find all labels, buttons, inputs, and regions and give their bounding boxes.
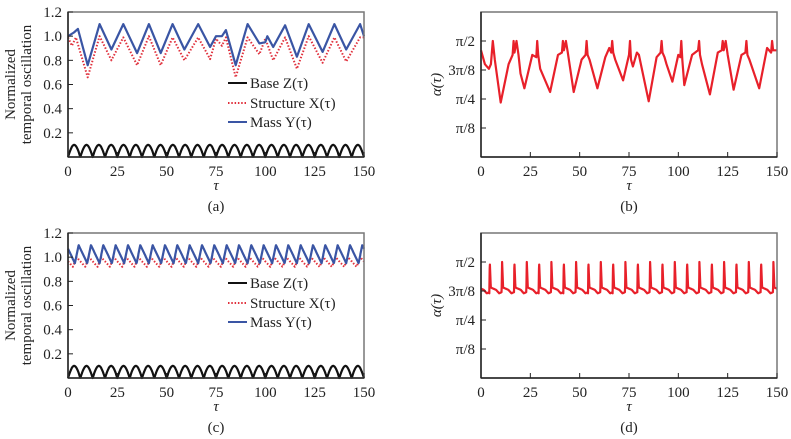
- legend-label: Mass Y(τ): [250, 115, 312, 131]
- x-tick-label: 75: [622, 385, 637, 401]
- x-axis-label: τ: [626, 399, 632, 415]
- y-tick-label: π/8: [456, 342, 475, 358]
- y-tick-label: 1.2: [43, 226, 62, 242]
- series-line-structure: [67, 35, 364, 79]
- x-tick-label: 50: [159, 164, 174, 180]
- x-tick-label: 75: [209, 164, 224, 180]
- y-tick-label: 0.6: [43, 299, 62, 315]
- y-tick-label: π/8: [456, 121, 475, 137]
- x-tick-label: 50: [159, 385, 174, 401]
- panel-caption: (b): [620, 199, 638, 215]
- series-line-structure: [67, 256, 365, 268]
- y-tick-label: 3π/8: [448, 63, 475, 79]
- legend: Base Z(τ) Structure X(τ) Mass Y(τ): [228, 76, 336, 131]
- panel-d: 0 25 50 75 100 125 150 π/8 π/4 3π/8 π/2 τ (d) α(τ): [429, 232, 789, 436]
- series-group: [479, 39, 777, 104]
- legend-label: Structure X(τ): [250, 296, 336, 312]
- series-group: [480, 260, 778, 295]
- x-tick-label: 25: [523, 385, 538, 401]
- panel-caption: (a): [208, 199, 225, 215]
- x-axis-label: τ: [213, 399, 219, 415]
- x-tick-label: 100: [667, 385, 690, 401]
- x-tick-label: 125: [716, 385, 739, 401]
- series-line-mass: [67, 244, 365, 265]
- y-tick-label: 0.4: [43, 102, 62, 118]
- x-tick-label: 25: [110, 164, 125, 180]
- x-axis-label: τ: [626, 178, 632, 194]
- x-tick-label: 75: [622, 164, 637, 180]
- x-tick-label: 150: [766, 164, 789, 180]
- x-tick-label: 75: [209, 385, 224, 401]
- series-line-: [479, 39, 777, 104]
- x-tick-label: 25: [523, 164, 538, 180]
- panel-b: 0 25 50 75 100 125 150 π/8 π/4 3π/8 π/2 τ (b) α(τ): [429, 11, 789, 215]
- panel-caption: (d): [620, 420, 638, 436]
- x-tick-label: 100: [254, 385, 277, 401]
- y-tick-label: π/2: [456, 34, 475, 50]
- x-tick-label: 150: [766, 385, 789, 401]
- y-tick-label: 0.4: [43, 323, 62, 339]
- series-line-: [480, 260, 778, 295]
- y-tick-label: 0.2: [43, 347, 62, 363]
- y-axis-label: α(τ): [429, 73, 445, 96]
- legend: Base Z(τ) Structure X(τ) Mass Y(τ): [228, 276, 336, 331]
- x-tick-label: 125: [303, 385, 326, 401]
- x-tick-label: 100: [254, 164, 277, 180]
- y-axis-label-line1: Normalized: [3, 270, 19, 341]
- x-tick-label: 150: [353, 164, 376, 180]
- legend-label: Base Z(τ): [250, 276, 308, 292]
- y-tick-label: 3π/8: [448, 284, 475, 300]
- x-tick-label: 0: [477, 164, 485, 180]
- y-tick-label: 1.2: [43, 5, 62, 21]
- panel-caption: (c): [208, 420, 225, 436]
- y-tick-label: 0.8: [43, 53, 62, 69]
- x-tick-label: 50: [572, 164, 587, 180]
- x-tick-label: 125: [716, 164, 739, 180]
- x-tick-label: 0: [64, 164, 72, 180]
- x-tick-label: 0: [64, 385, 72, 401]
- y-axis-label-line2: temporal oscillation: [19, 24, 35, 144]
- y-tick-label: π/2: [456, 255, 475, 271]
- y-tick-label: π/4: [456, 313, 476, 329]
- panel-a: 0 25 50 75 100 125 150 0.2 0.4 0.6 0.8 1.0 1.2 τ (a) No…: [3, 5, 375, 215]
- y-axis-label: α(τ): [429, 294, 445, 317]
- y-axis-label-line2: temporal oscillation: [19, 245, 35, 365]
- series-group: [66, 23, 366, 159]
- x-axis-label: τ: [213, 178, 219, 194]
- y-tick-label: 0.8: [43, 274, 62, 290]
- series-line-mass: [67, 23, 366, 67]
- legend-label: Base Z(τ): [250, 76, 308, 92]
- x-tick-label: 125: [303, 164, 326, 180]
- y-tick-label: 1.0: [43, 250, 62, 266]
- y-tick-label: 0.2: [43, 126, 62, 142]
- x-tick-label: 50: [572, 385, 587, 401]
- y-tick-label: 0.6: [43, 78, 62, 94]
- axes-frame: [480, 232, 778, 379]
- x-tick-label: 25: [110, 385, 125, 401]
- y-tick-label: 1.0: [43, 29, 62, 45]
- x-tick-label: 100: [667, 164, 690, 180]
- axes-frame: [67, 11, 365, 158]
- x-tick-label: 0: [477, 385, 485, 401]
- panel-c: 0 25 50 75 100 125 150 0.2 0.4 0.6 0.8 1.0 1.2 τ (c) No…: [3, 226, 375, 436]
- legend-label: Structure X(τ): [250, 96, 336, 112]
- y-tick-label: π/4: [456, 92, 476, 108]
- y-axis-label-line1: Normalized: [3, 49, 19, 120]
- x-tick-label: 150: [353, 385, 376, 401]
- legend-label: Mass Y(τ): [250, 315, 312, 331]
